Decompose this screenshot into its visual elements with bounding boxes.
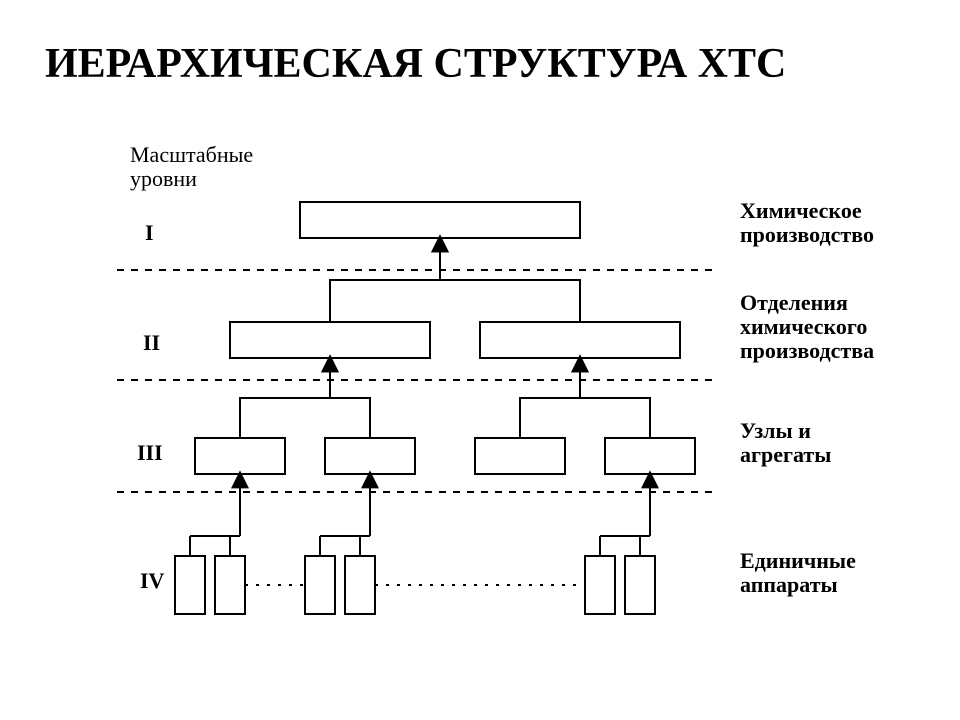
page: ИЕРАРХИЧЕСКАЯ СТРУКТУРА ХТС Масштабныеур…	[0, 0, 960, 720]
page-title: ИЕРАРХИЧЕСКАЯ СТРУКТУРА ХТС	[45, 40, 786, 88]
tree-node	[215, 556, 245, 614]
tree-node	[475, 438, 565, 474]
tree-edge	[240, 358, 330, 438]
level-label: Химическоепроизводство	[740, 198, 874, 247]
diagram-svg: Масштабныеуровни I Химическоепроизводство I…	[55, 140, 905, 670]
tree-edge	[580, 358, 650, 438]
left-heading: Масштабныеуровни	[130, 142, 253, 191]
tree-edge	[330, 358, 370, 438]
level-roman: II	[143, 330, 160, 355]
tree-node	[345, 556, 375, 614]
level-label: Отделенияхимическогопроизводства	[740, 290, 874, 363]
tree-edge	[440, 238, 580, 322]
tree-node	[605, 438, 695, 474]
level-roman: III	[137, 440, 163, 465]
tree-node	[585, 556, 615, 614]
tree-node	[305, 556, 335, 614]
tree-node	[480, 322, 680, 358]
tree-node	[325, 438, 415, 474]
level-label: Единичныеаппараты	[740, 548, 856, 597]
hierarchy-diagram: Масштабныеуровни I Химическоепроизводство I…	[55, 140, 905, 670]
tree-edge	[330, 238, 440, 322]
tree-edge	[520, 358, 580, 438]
tree-node	[300, 202, 580, 238]
level-label: Узлы иагрегаты	[740, 418, 831, 467]
level-roman: I	[145, 220, 154, 245]
tree-node	[175, 556, 205, 614]
tree-node	[230, 322, 430, 358]
tree-node	[625, 556, 655, 614]
level-roman: IV	[140, 568, 165, 593]
tree-node	[195, 438, 285, 474]
